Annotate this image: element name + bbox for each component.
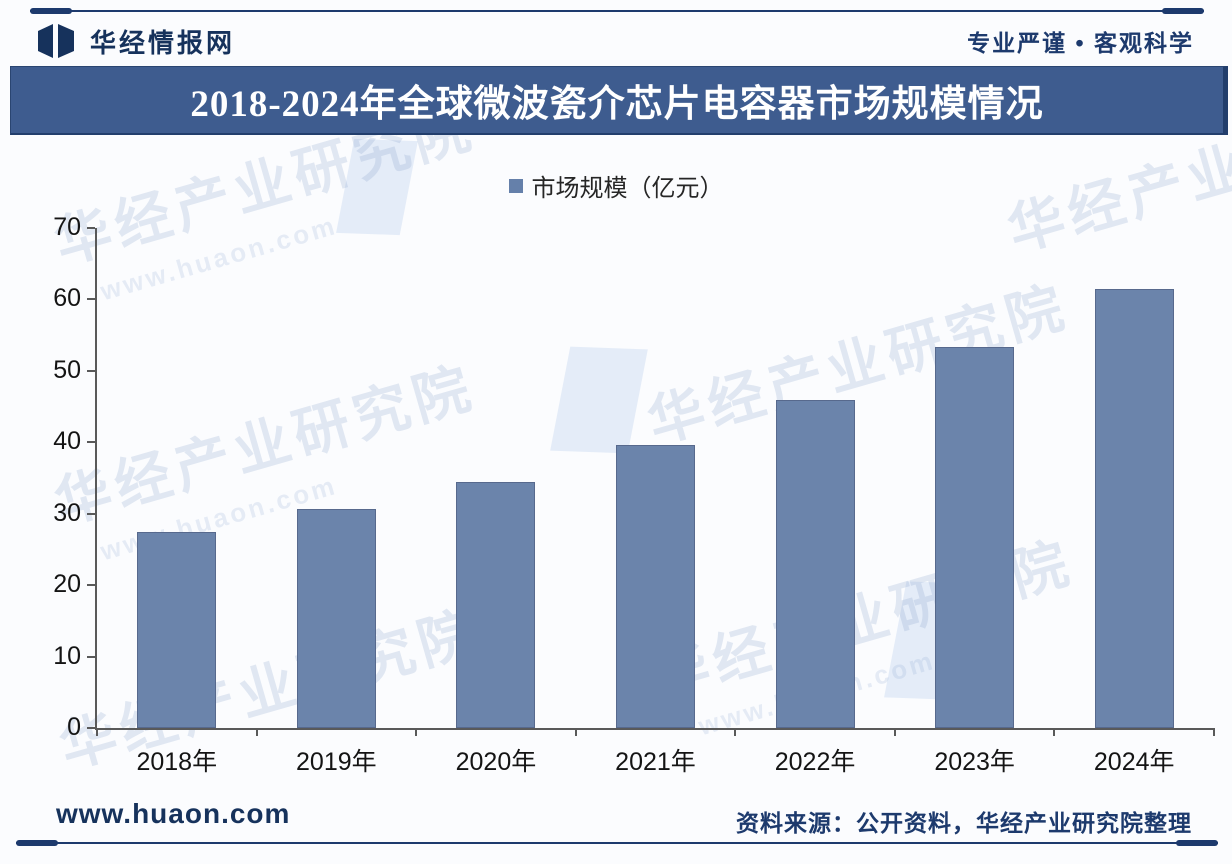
divider-dash	[1162, 8, 1204, 14]
divider-dash	[1176, 840, 1218, 846]
y-axis-label: 60	[53, 284, 81, 313]
footer-site-url: www.huaon.com	[56, 798, 291, 829]
y-axis-label: 10	[53, 641, 81, 670]
y-axis-tick	[87, 441, 95, 444]
chart-title: 2018-2024年全球微波瓷介芯片电容器市场规模情况	[190, 84, 1044, 125]
x-axis-category-label: 2018年	[136, 748, 218, 776]
x-axis-tick	[893, 728, 896, 736]
x-axis-category-label: 2019年	[296, 748, 377, 776]
x-axis-tick	[734, 728, 737, 736]
divider-dash	[16, 840, 58, 846]
x-axis-tick	[1213, 728, 1215, 736]
y-axis-tick	[87, 727, 95, 729]
x-axis-category-label: 2022年	[774, 748, 856, 776]
x-axis-category-label: 2021年	[615, 748, 696, 776]
x-axis-category-label: 2024年	[1093, 748, 1175, 776]
brand: 华经情报网	[36, 23, 235, 60]
header: 华经情报网 专业严谨 • 客观科学	[36, 20, 1194, 62]
brand-name: 华经情报网	[90, 27, 236, 58]
bar-2022年	[775, 400, 855, 728]
x-axis-tick	[415, 728, 418, 736]
huajing-logo-icon	[38, 24, 74, 58]
title-banner: 2018-2024年全球微波瓷介芯片电容器市场规模情况	[10, 66, 1228, 135]
x-axis-category-label: 2023年	[934, 748, 1015, 776]
top-divider	[30, 8, 1204, 14]
plot-area: 0 10 20 30 40 50 60 70 2018年 2019年 2020年 2021年 2022年…	[53, 213, 1215, 776]
y-axis-label: 0	[67, 713, 81, 741]
y-axis-tick	[87, 512, 95, 515]
x-axis-category-label: 2020年	[455, 748, 537, 776]
y-axis-label: 20	[53, 570, 81, 599]
y-axis-label: 70	[53, 213, 81, 241]
legend-label: 市场规模（亿元）	[531, 175, 724, 202]
bar-2024年	[1094, 288, 1174, 728]
y-axis-tick	[87, 584, 95, 587]
bar-2018年	[137, 531, 217, 728]
bar-2020年	[456, 482, 536, 728]
bar-2019年	[296, 509, 376, 728]
header-slogan: 专业严谨 • 客观科学	[967, 30, 1194, 56]
footer-source-note: 资料来源：公开资料，华经产业研究院整理	[736, 810, 1192, 836]
y-axis-tick	[87, 227, 95, 229]
x-axis-tick	[96, 728, 98, 736]
y-axis-tick	[87, 298, 95, 301]
x-axis-tick	[1053, 728, 1056, 736]
bar-2021年	[616, 445, 695, 728]
legend-marker-icon	[508, 178, 523, 193]
bottom-divider	[16, 840, 1218, 846]
y-axis-label: 50	[53, 355, 81, 384]
legend: 市场规模（亿元）	[0, 168, 1232, 203]
y-axis-tick	[87, 655, 95, 658]
x-axis-tick	[255, 728, 258, 736]
y-axis-tick	[87, 369, 95, 372]
y-axis-label: 40	[53, 427, 81, 456]
y-axis-label: 30	[53, 498, 81, 527]
x-axis-tick	[574, 728, 577, 736]
bar-2023年	[935, 346, 1015, 728]
divider-dash	[30, 8, 72, 14]
